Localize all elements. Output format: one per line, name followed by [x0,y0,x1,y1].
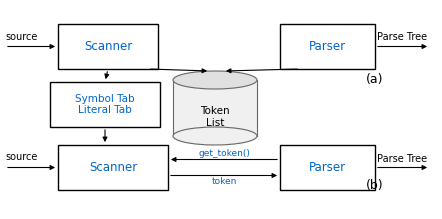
Text: (b): (b) [366,178,384,191]
Bar [58,24,158,69]
Text: Parser: Parser [309,40,346,53]
Bar [280,24,375,69]
Text: (a): (a) [366,74,384,87]
Text: source: source [5,32,38,41]
Text: Token
List: Token List [200,106,230,128]
Text: Parser: Parser [309,161,346,174]
Text: Scanner: Scanner [89,161,137,174]
Ellipse shape [173,127,257,145]
Bar [50,82,160,127]
Text: source: source [5,152,38,162]
Ellipse shape [173,71,257,89]
Text: get_token(): get_token() [198,148,250,157]
Bar [280,145,375,190]
Bar [173,80,257,136]
Text: Symbol Tab
Literal Tab: Symbol Tab Literal Tab [75,94,135,115]
Text: Scanner: Scanner [84,40,132,53]
Bar [58,145,168,190]
Text: Parse Tree: Parse Tree [377,154,427,164]
Text: Parse Tree: Parse Tree [377,32,427,42]
Text: token: token [211,178,236,187]
